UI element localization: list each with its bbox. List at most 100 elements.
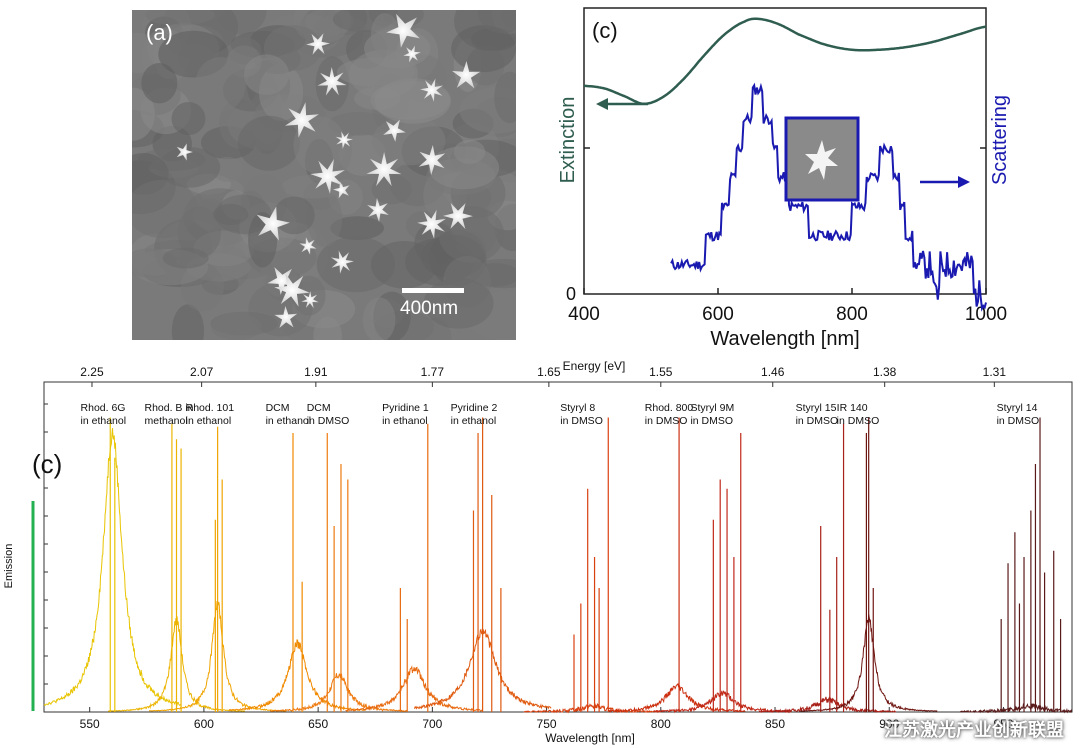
- emission-series: [413, 417, 552, 712]
- dye-label: Rhod. 6G in ethanol: [81, 402, 127, 427]
- chart-c-xlabel: Wavelength [nm]: [545, 731, 635, 745]
- nanostar: [417, 209, 446, 239]
- inset-image: [784, 116, 860, 202]
- sem-image: (a) 400nm: [132, 10, 516, 340]
- panel-c-label: (c): [32, 449, 62, 479]
- nanostar: [176, 143, 193, 161]
- extinction-arrow: [596, 98, 648, 110]
- energy-tick-label: 1.77: [421, 365, 445, 379]
- nanostar: [366, 152, 402, 187]
- dye-label: Styryl 14 in DMSO: [997, 402, 1040, 427]
- emission-envelope: [345, 665, 483, 712]
- dye-label: Rhod. 101 in ethanol: [186, 402, 235, 427]
- nanostar: [333, 181, 350, 199]
- extinction-axis-label: Extinction: [557, 97, 579, 184]
- emission-series: [607, 417, 746, 714]
- emission-axis-label: Emission: [3, 544, 15, 589]
- nanostar: [386, 13, 420, 48]
- x-tick-label: 700: [422, 717, 442, 731]
- energy-tick-label: 1.91: [304, 365, 328, 379]
- nanostar: [367, 198, 389, 222]
- nanostar: [301, 291, 319, 309]
- nanostar: [299, 237, 317, 255]
- energy-tick-label: 1.46: [761, 365, 785, 379]
- emission-series: [269, 433, 408, 713]
- energy-tick-label: 1.65: [537, 365, 561, 379]
- emission-envelope: [228, 639, 367, 712]
- emission-envelope: [607, 683, 746, 714]
- dye-label: Styryl 8 in DMSO: [560, 402, 603, 427]
- nanostar: [451, 61, 481, 89]
- chart-c-frame: [43, 381, 1073, 713]
- nanostar: [330, 250, 354, 274]
- emission-series: [758, 423, 897, 714]
- chart-c: 550 600 650 700 750 800 850 900 950 2.25 2.07 1.91…: [3, 359, 1073, 745]
- chart-b-xlabel: Wavelength [nm]: [710, 328, 859, 350]
- x-tick-label: 750: [537, 717, 557, 731]
- nanostar: [317, 67, 347, 96]
- nanostars: [176, 13, 481, 328]
- emission-envelope: [43, 428, 182, 707]
- chart-c-energy-label: Energy [eV]: [563, 359, 626, 373]
- scale-bar: [402, 288, 464, 293]
- x-tick-label: 650: [308, 717, 328, 731]
- nanostar: [443, 202, 473, 230]
- scale-bar-label: 400nm: [400, 298, 459, 319]
- scattering-arrow: [920, 176, 970, 188]
- dye-label: Rhod. 800 in DMSO: [645, 402, 694, 427]
- dye-label: Pyridine 1 in ethanol: [382, 402, 429, 427]
- nanostar: [306, 33, 330, 55]
- nanostar: [310, 159, 345, 194]
- dye-label: Styryl 15 in DMSO: [796, 402, 839, 427]
- x-tick-label: 850: [765, 717, 785, 731]
- panel-a-label: (a): [146, 20, 173, 45]
- nanostar: [256, 206, 290, 241]
- emission-series: [653, 433, 792, 714]
- x-tick-label: 400: [568, 304, 600, 325]
- x-tick-label: 950: [993, 717, 1013, 731]
- nanostar: [274, 273, 310, 307]
- emission-series: [800, 417, 938, 712]
- dye-label: Styryl 9M in DMSO: [690, 402, 734, 427]
- x-tick-label: 800: [836, 304, 868, 325]
- x-tick-label: 550: [80, 717, 100, 731]
- sem-texture: [132, 10, 516, 340]
- emission-series: [345, 423, 483, 712]
- nanostar: [285, 102, 319, 138]
- nanostar: [383, 119, 406, 142]
- dye-label: DCM in DMSO: [307, 402, 350, 427]
- energy-tick-label: 1.38: [873, 365, 897, 379]
- nanostar: [403, 45, 421, 63]
- scattering-trace: [670, 82, 987, 312]
- dye-label: Pyridine 2 in ethanol: [451, 402, 498, 427]
- x-tick-label: 900: [879, 717, 899, 731]
- nanostar: [420, 78, 444, 102]
- energy-tick-label: 2.25: [80, 365, 104, 379]
- scattering-axis-label: Scattering: [989, 95, 1011, 185]
- y-tick-label: 0: [566, 284, 576, 304]
- x-tick-label: 600: [194, 717, 214, 731]
- energy-tick-label: 1.31: [983, 365, 1007, 379]
- nanostar: [418, 145, 446, 175]
- chart-b: 400 600 800 1000 0 (c) Extinction Scatterin…: [557, 7, 1011, 350]
- dye-label: DCM in ethanol: [266, 402, 312, 427]
- x-tick-label: 1000: [965, 304, 1007, 325]
- extinction-line: [583, 17, 987, 106]
- watermark: 江苏激光产业创新联盟: [884, 720, 1064, 740]
- energy-tick-label: 2.07: [190, 365, 214, 379]
- nanostar: [274, 306, 298, 328]
- scattering-line: [670, 82, 987, 312]
- dye-label: Rhod. B in methanol: [144, 402, 193, 427]
- emission-series: [523, 417, 661, 714]
- emission-series: [43, 417, 182, 712]
- emission-series: [148, 426, 287, 712]
- substrate-grains: [132, 10, 516, 340]
- emission-envelope: [523, 702, 661, 714]
- energy-tick-label: 1.55: [649, 365, 673, 379]
- x-tick-label: 800: [651, 717, 671, 731]
- dye-label: IR 140 in DMSO: [837, 402, 880, 427]
- x-tick-label: 600: [702, 304, 734, 325]
- emission-series: [228, 433, 367, 712]
- nanostar: [335, 131, 353, 149]
- emission-envelope: [269, 672, 408, 713]
